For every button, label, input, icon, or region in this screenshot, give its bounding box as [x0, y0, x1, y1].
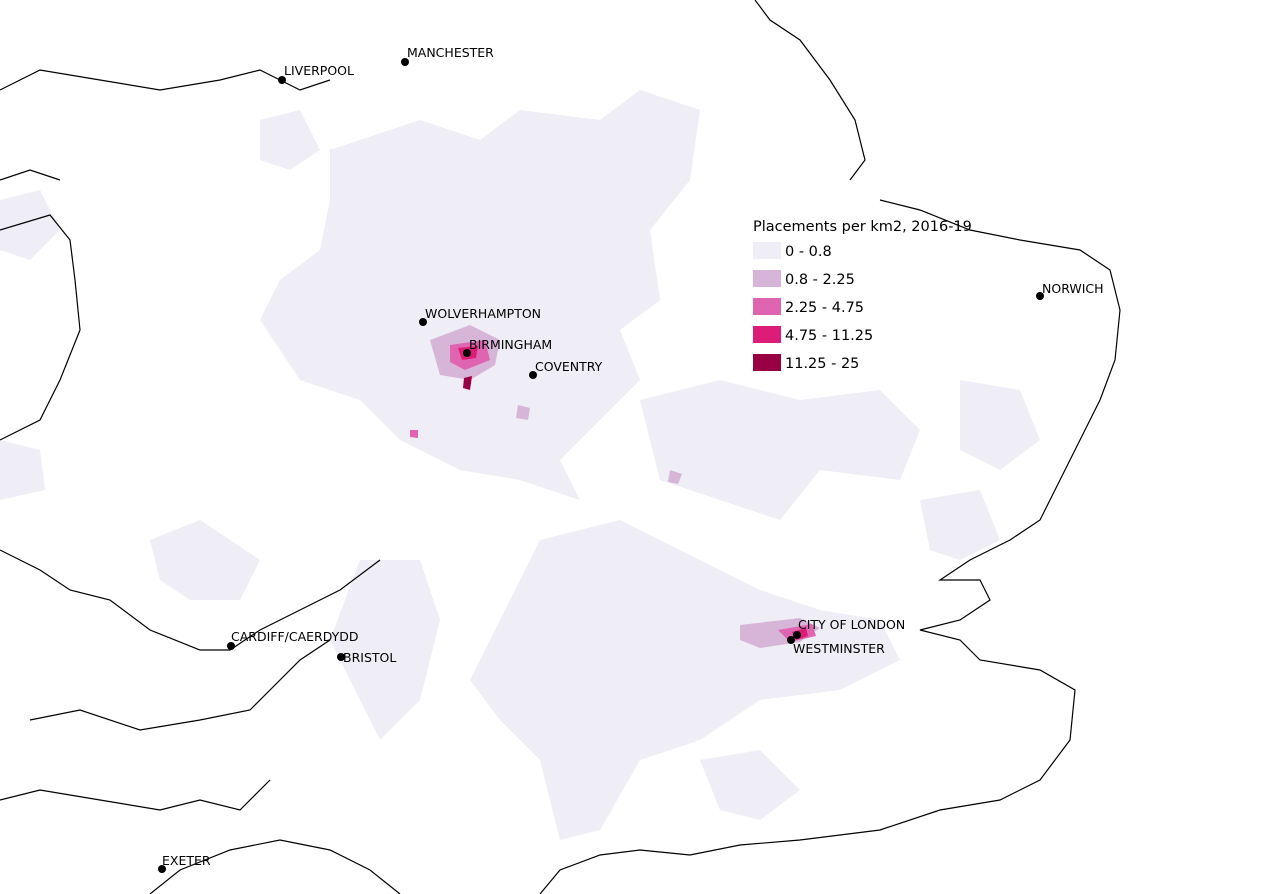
city-dot	[419, 318, 427, 326]
area-shading	[0, 90, 1040, 840]
city-label: COVENTRY	[535, 359, 603, 374]
city-dot	[1036, 292, 1044, 300]
city-label: NORWICH	[1042, 281, 1104, 296]
city-dot	[529, 371, 537, 379]
legend-label: 2.25 - 4.75	[785, 300, 864, 316]
coastline	[0, 0, 1121, 894]
legend: Placements per km2, 2016-19 0 - 0.8 0.8 -…	[753, 219, 972, 372]
city-label: CITY OF LONDON	[798, 617, 905, 632]
city-dot	[278, 76, 286, 84]
legend-swatch	[753, 270, 781, 287]
city-dot	[463, 349, 471, 357]
city-dot	[337, 653, 345, 661]
city-dot	[793, 631, 801, 639]
city-label: BRISTOL	[343, 650, 396, 665]
city-dot	[401, 58, 409, 66]
city-label: BIRMINGHAM	[469, 337, 552, 352]
city-dot	[227, 642, 235, 650]
legend-title: Placements per km2, 2016-19	[753, 219, 972, 235]
legend-swatch	[753, 326, 781, 343]
legend-label: 11.25 - 25	[785, 356, 859, 372]
legend-swatch	[753, 242, 781, 259]
legend-label: 0.8 - 2.25	[785, 272, 855, 288]
city-label: CARDIFF/CAERDYDD	[231, 629, 359, 644]
city-label: WOLVERHAMPTON	[425, 306, 541, 321]
legend-label: 0 - 0.8	[785, 244, 832, 260]
city-dot	[158, 865, 166, 873]
city-label: LIVERPOOL	[284, 63, 354, 78]
city-label: EXETER	[162, 853, 211, 868]
city-dot	[787, 636, 795, 644]
city-label: MANCHESTER	[407, 45, 494, 60]
legend-swatch	[753, 354, 781, 371]
city-label: WESTMINSTER	[793, 641, 885, 656]
legend-label: 4.75 - 11.25	[785, 328, 873, 344]
city-labels: MANCHESTER LIVERPOOL WOLVERHAMPTON BIRMINGH…	[158, 45, 1104, 873]
legend-swatch	[753, 298, 781, 315]
